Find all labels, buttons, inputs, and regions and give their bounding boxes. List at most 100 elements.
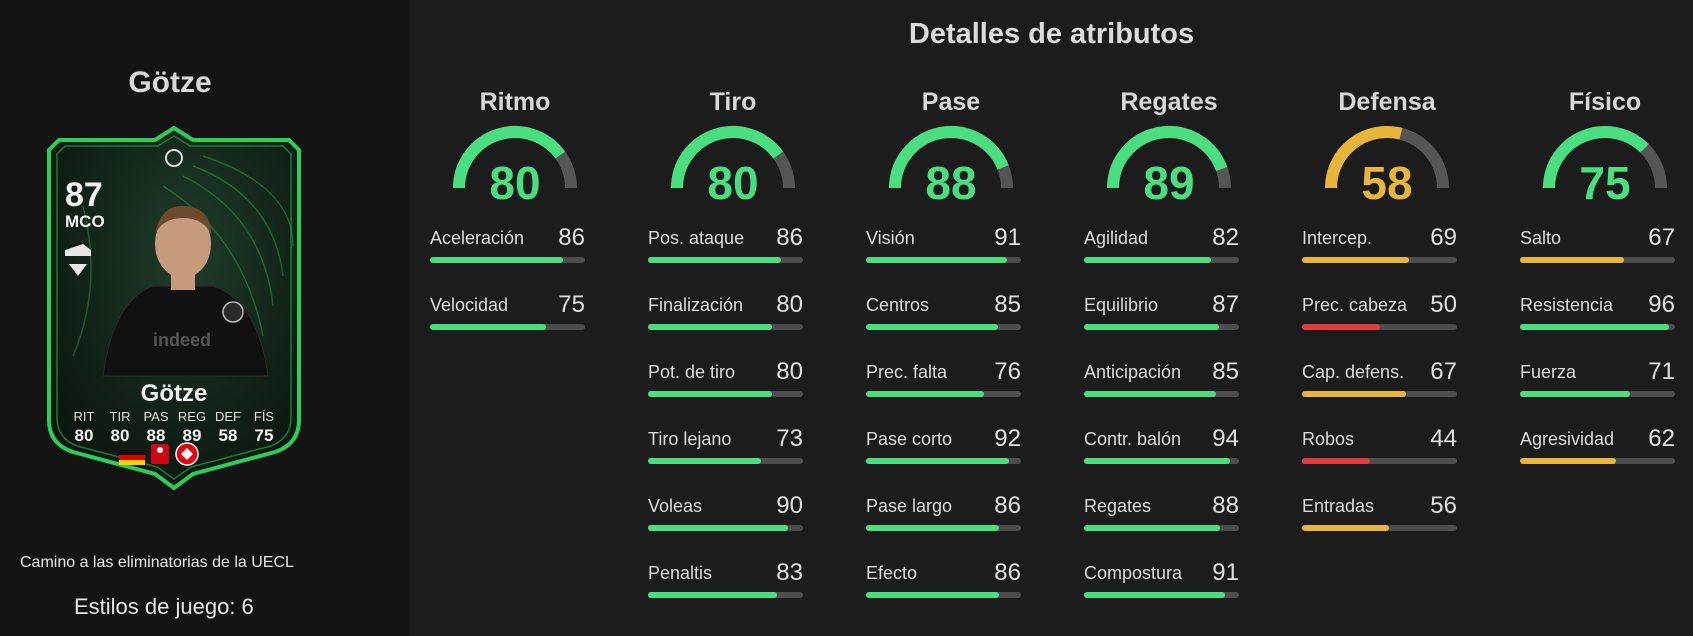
card-stat-label: DEF — [215, 409, 241, 424]
stat-value: 71 — [1648, 358, 1675, 385]
stat-value: 73 — [776, 425, 803, 452]
stat-label: Prec. cabeza — [1302, 295, 1408, 315]
stat-bar-fill — [866, 257, 1008, 263]
stat-row: Pase largo 86 — [866, 492, 1021, 536]
category-gauge — [1543, 126, 1667, 189]
stat-value: 67 — [1430, 358, 1457, 385]
stat-bar-track — [648, 257, 803, 263]
stat-value: 67 — [1648, 224, 1675, 251]
card-stat-value: 80 — [110, 426, 130, 445]
weak-foot-badge — [69, 264, 87, 276]
card-stat-values: 80 80 88 89 58 75 — [67, 426, 281, 446]
stat-value: 76 — [994, 358, 1021, 385]
stat-bar-track — [866, 391, 1021, 397]
stat-bar-track — [1520, 391, 1675, 397]
stat-bar-track — [648, 525, 803, 531]
stat-bar-fill — [1084, 257, 1212, 263]
stat-bar-track — [1084, 525, 1239, 531]
promo-title: Camino a las eliminatorias de la UECL — [20, 554, 294, 571]
stat-bar-fill — [1084, 525, 1221, 531]
stat-bar-fill — [1520, 458, 1617, 464]
card-position: MCO — [65, 212, 105, 231]
category-name: Ritmo — [479, 88, 551, 116]
stat-row: Contr. balón 94 — [1084, 425, 1239, 469]
stat-row: Pos. ataque 86 — [648, 224, 803, 268]
stat-bar-fill — [866, 391, 984, 397]
stat-label: Salto — [1520, 228, 1562, 248]
stat-value: 56 — [1430, 492, 1457, 519]
stat-value: 82 — [1212, 224, 1239, 251]
stat-bar-track — [648, 592, 803, 598]
card-stat-labels: RIT TIR PAS REG DEF FÍS — [67, 409, 281, 424]
stat-bar-track — [866, 324, 1021, 330]
card-stat-label: REG — [177, 409, 207, 424]
card-stat-label: PAS — [143, 409, 169, 424]
stat-bar-track — [866, 592, 1021, 598]
card-rating: 87 — [65, 176, 103, 214]
category-value: 89 — [1143, 157, 1195, 209]
stat-bar-track — [430, 324, 585, 330]
stat-bar-track — [1302, 525, 1457, 531]
gauge-fill — [671, 126, 784, 189]
germany-flag-icon — [119, 450, 145, 465]
stat-row: Anticipación 85 — [1084, 358, 1239, 402]
stat-row: Prec. falta 76 — [866, 358, 1021, 402]
stat-label: Equilibrio — [1084, 295, 1159, 315]
gauge-fill — [1107, 126, 1228, 189]
stat-row: Cap. defens. 67 — [1302, 358, 1457, 402]
stat-label: Cap. defens. — [1302, 362, 1405, 382]
stat-bar-track — [1302, 458, 1457, 464]
stat-row: Regates 88 — [1084, 492, 1239, 536]
stat-row: Visión 91 — [866, 224, 1021, 268]
card-stat-label: FÍS — [253, 409, 275, 424]
stat-row: Resistencia 96 — [1520, 291, 1675, 335]
stat-value: 83 — [776, 559, 803, 586]
stat-row: Aceleración 86 — [430, 224, 585, 268]
stat-bar-track — [1084, 257, 1239, 263]
stat-bar-track — [648, 324, 803, 330]
player-title: Götze — [128, 66, 212, 99]
stat-bar-track — [1084, 391, 1239, 397]
stat-label: Pos. ataque — [648, 228, 745, 248]
stat-row: Equilibrio 87 — [1084, 291, 1239, 335]
card-player-name: Götze — [140, 380, 208, 407]
stat-value: 75 — [558, 291, 585, 318]
stat-bar-track — [430, 257, 585, 263]
stat-row: Entradas 56 — [1302, 492, 1457, 536]
svg-text:indeed: indeed — [153, 330, 211, 350]
stat-value: 86 — [994, 492, 1021, 519]
playstyles-count[interactable]: Estilos de juego: 6 — [74, 594, 254, 619]
stat-bar-fill — [430, 257, 564, 263]
stat-bar-fill — [430, 324, 547, 330]
stat-value: 94 — [1212, 425, 1239, 452]
card-stat-value: 89 — [182, 426, 202, 445]
stat-bar-fill — [1084, 458, 1230, 464]
details-title: Detalles de atributos — [908, 18, 1195, 50]
category-value: 58 — [1361, 157, 1413, 209]
stat-bar-track — [648, 458, 803, 464]
category-gauge — [453, 126, 577, 189]
player-card[interactable]: indeed — [43, 126, 305, 494]
category-value: 75 — [1579, 157, 1631, 209]
stat-value: 80 — [776, 291, 803, 318]
uecl-logo-icon — [165, 149, 183, 167]
stat-value: 86 — [776, 224, 803, 251]
stat-bar-fill — [866, 324, 998, 330]
stat-bar-track — [1520, 257, 1675, 263]
stat-label: Fuerza — [1520, 362, 1577, 382]
stat-bar-fill — [648, 324, 772, 330]
stat-bar-fill — [1084, 592, 1226, 598]
stat-label: Resistencia — [1520, 295, 1614, 315]
stat-label: Pase corto — [866, 429, 953, 449]
stat-bar-track — [1084, 458, 1239, 464]
stat-bar-fill — [1302, 391, 1406, 397]
stat-label: Pase largo — [866, 496, 953, 516]
stat-bar-fill — [866, 525, 1000, 531]
stat-bar-track — [1520, 324, 1675, 330]
category-gauge — [1107, 126, 1231, 189]
bundesliga-logo-icon — [151, 444, 169, 464]
stat-label: Compostura — [1084, 563, 1183, 583]
stat-row: Agresividad 62 — [1520, 425, 1675, 469]
stat-bar-fill — [648, 257, 782, 263]
stat-value: 85 — [1212, 358, 1239, 385]
